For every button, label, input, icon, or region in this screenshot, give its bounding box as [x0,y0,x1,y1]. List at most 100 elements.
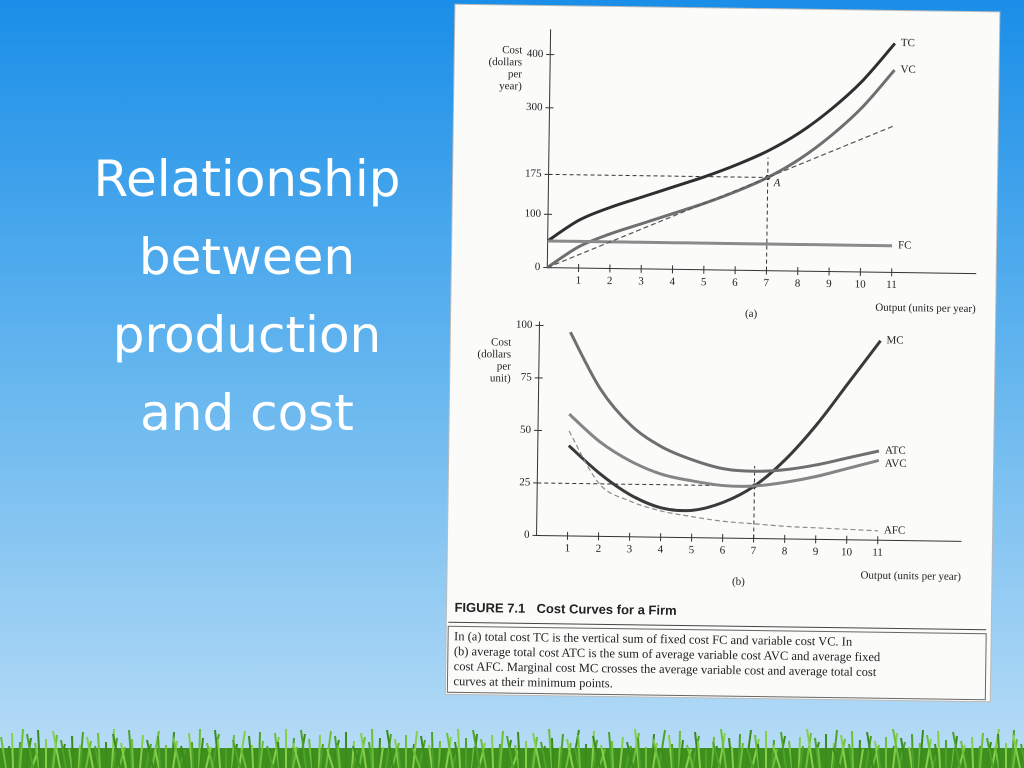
grass-blade [319,743,324,768]
y-tick-label: 100 [516,319,533,331]
y-tick-label: 300 [526,101,543,113]
grass-blade [908,746,913,768]
grass-blade [111,728,115,768]
grass-blade [565,742,572,768]
y-tick-label: 0 [535,261,541,273]
x-tick-label: 9 [813,546,819,558]
grass-blade [634,728,640,768]
grass-blade [859,748,864,768]
grass-blade [120,742,127,768]
grass-blade [172,736,181,768]
grass-blade [37,729,41,768]
caption-line: (b) average total cost ATC is the sum of… [454,644,881,664]
series-line [568,430,878,532]
grass-blade [679,739,684,768]
grass-blade [79,731,84,768]
x-tick-label: 6 [720,545,726,557]
y-axis-label: unit) [490,372,511,384]
guide-vertical [753,465,756,539]
caption-line: cost AFC. Marginal cost MC crosses the a… [454,659,877,679]
grass-blade [326,748,334,768]
grass-blade [771,739,775,768]
series-line [568,412,880,488]
grass-blade [1011,729,1015,768]
grass-blade [968,749,973,768]
grass-blade [438,740,441,768]
grass-blade [506,735,514,768]
grass-blade [788,740,793,768]
grass-blade [978,745,981,768]
grass-blade [919,729,924,768]
grass-blade [412,730,418,768]
x-tick-label: 2 [596,543,602,555]
grass-blade [206,742,214,768]
y-tick-label: 50 [520,424,532,436]
grass-blade [214,729,220,768]
series-label: ATC [885,445,906,457]
grass-blade [0,736,7,768]
grass-blade [532,736,538,768]
grass-blade [746,747,754,768]
grass-blade [25,737,32,768]
grass-blade [851,730,854,768]
grass-blade [745,729,752,768]
x-tick-label: 1 [565,542,571,554]
grass-blade [574,747,580,768]
grass-blade [934,743,940,768]
grass-blade [652,738,661,768]
grass-blade [831,742,835,768]
grass-blade [472,729,481,768]
grass-blade [728,737,733,768]
grass-blade [446,732,454,768]
grass-blade [300,729,307,768]
grass-blade [318,734,321,768]
x-axis-label: Output (units per year) [860,570,961,583]
grass-blade [798,736,801,768]
grass-blade [637,737,641,768]
x-tick-label: 2 [607,275,613,287]
grass-blade [251,744,254,768]
grass-blade [832,729,838,768]
figure-number: FIGURE 7.1 [454,600,525,616]
x-tick-label: 9 [826,278,832,290]
grass-blade [951,748,955,768]
grass-blade [720,728,727,768]
caption-box [446,625,987,701]
grass-blade [817,746,821,768]
grass-blade [371,728,374,768]
grass-blade [806,728,814,768]
grass-blade [551,737,554,768]
grass-blade [531,749,535,768]
series-label: FC [898,239,912,251]
grass-blade [26,733,34,768]
grass-blade [205,746,212,768]
grass [0,728,1024,768]
grass-blade [866,731,874,768]
grass-blade [411,743,415,768]
grass-blade [188,732,193,768]
grass-blade [805,732,812,768]
grass-blade [668,734,673,768]
grass-blade [499,730,504,768]
grass-blade [258,731,261,768]
grass-blade [352,745,361,768]
grass-blade [711,736,715,768]
slide-title: Relationship between production and cost [93,150,401,442]
grass-blade [277,741,281,768]
grass-blade [754,734,760,768]
grass-blade [926,734,934,768]
series-label: AFC [884,524,906,536]
grass-blade [559,733,564,768]
grass-blade [577,734,581,768]
grass-blade [874,740,880,768]
grass-blade [952,731,961,768]
grass-blade [266,745,274,768]
grass-blade [394,738,400,768]
grass-blade [428,744,433,768]
grass-blade [431,731,434,768]
x-axis-label: Output (units per year) [875,302,976,315]
series-line [569,331,880,473]
